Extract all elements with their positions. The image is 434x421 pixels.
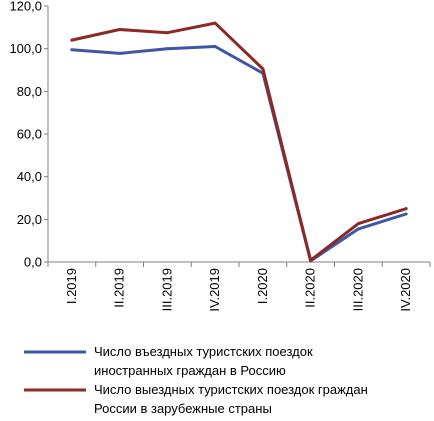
series-lines	[70, 21, 408, 263]
data-point	[356, 227, 360, 231]
y-tick-label: 120,0	[9, 0, 42, 14]
x-tick-label: II.2019	[112, 268, 127, 308]
data-point	[70, 38, 74, 42]
data-point	[70, 48, 74, 52]
legend: Число въездных туристских поездок иностра…	[24, 344, 368, 416]
y-tick-label: 40,0	[17, 169, 42, 184]
x-tick-label: IV.2019	[207, 268, 222, 312]
x-tick-label: I.2019	[64, 268, 79, 304]
data-point	[309, 258, 313, 262]
x-axis: I.2019 II.2019 III.2019 IV.2019 I.2020 II.202…	[47, 261, 431, 312]
data-point	[213, 21, 217, 25]
data-point	[165, 31, 169, 35]
data-point	[118, 27, 122, 31]
x-tick-label: III.2019	[159, 268, 174, 311]
legend-label-2: России в зарубежные страны	[94, 401, 272, 416]
y-tick-label: 20,0	[17, 212, 42, 227]
series-line-2	[70, 21, 408, 262]
legend-label-2: Число выездных туристских поездок гражда…	[94, 382, 368, 397]
x-tick-label: III.2020	[350, 268, 365, 311]
data-point	[356, 222, 360, 226]
y-tick-label: 0,0	[24, 255, 42, 270]
legend-label-1: иностранных граждан в Россию	[94, 363, 286, 378]
legend-label-1: Число въездных туристских поездок	[94, 344, 313, 359]
x-tick-label: IV.2020	[398, 268, 413, 312]
data-point	[404, 212, 408, 216]
x-tick-label: II.2020	[303, 268, 318, 308]
y-tick-label: 60,0	[17, 127, 42, 142]
data-point	[261, 67, 265, 71]
series-line-1	[70, 45, 408, 263]
y-axis: 0,0 20,0 40,0 60,0 80,0 100,0 120,0	[9, 0, 49, 270]
data-point	[404, 207, 408, 211]
y-tick-label: 80,0	[17, 84, 42, 99]
data-point	[118, 51, 122, 55]
y-tick-label: 100,0	[9, 41, 42, 56]
data-point	[213, 45, 217, 49]
data-point	[165, 47, 169, 51]
x-tick-label: I.2020	[255, 268, 270, 304]
